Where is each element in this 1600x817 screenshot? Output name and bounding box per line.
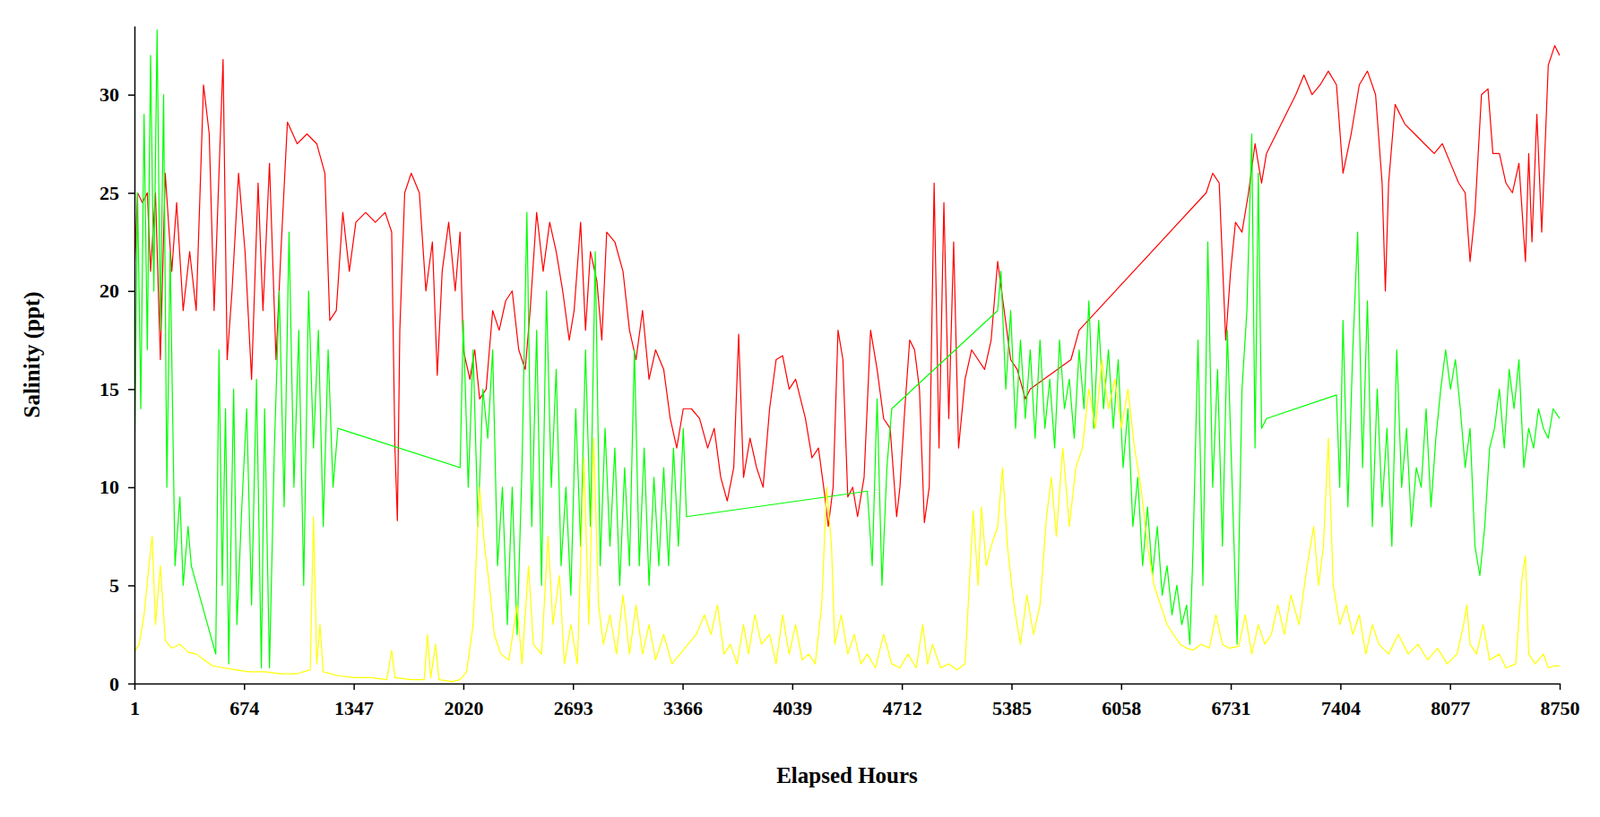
series-line: [134, 45, 1560, 528]
x-tick-label: 6058: [1101, 697, 1142, 720]
x-tick: 8750: [1540, 683, 1581, 720]
x-axis-title: Elapsed Hours: [776, 763, 918, 788]
x-tick: 1347: [334, 683, 374, 720]
x-tick-mark: [1121, 683, 1124, 691]
series-line: [134, 29, 1560, 668]
x-tick: 5385: [992, 683, 1032, 720]
x-tick: 8077: [1430, 683, 1471, 720]
x-tick-label: 8077: [1430, 697, 1471, 720]
x-axis: 1 674 1347 2020 2693 3366 4039 4712 5385 6058 6731…: [129, 683, 1581, 720]
series-line: [134, 359, 1560, 682]
x-axis-line: [135, 683, 1561, 686]
x-tick-label: 4712: [882, 697, 923, 720]
y-tick-label: 5: [109, 574, 120, 597]
x-tick: 1: [129, 683, 140, 720]
x-tick-mark: [901, 683, 904, 691]
lines: [134, 29, 1560, 682]
y-axis: 0 5 10 15 20 25 30: [99, 26, 136, 696]
x-tick-mark: [572, 683, 575, 691]
x-tick-label: 8750: [1540, 697, 1581, 720]
y-tick-mark: [128, 487, 135, 490]
x-tick: 2020: [443, 683, 484, 720]
x-tick-mark: [1011, 683, 1013, 691]
y-tick-label: 15: [99, 378, 120, 401]
x-tick-label: 2020: [443, 697, 484, 720]
x-tick: 6058: [1101, 683, 1142, 720]
y-tick-mark: [128, 585, 135, 588]
y-tick: 5: [109, 574, 135, 597]
x-tick-mark: [463, 683, 466, 691]
y-tick-label: 10: [99, 475, 120, 499]
x-tick: 4039: [772, 683, 813, 720]
x-tick-label: 1: [129, 697, 140, 720]
x-tick-mark: [243, 683, 246, 691]
x-tick: 2693: [553, 683, 594, 720]
x-tick: 7404: [1321, 683, 1361, 720]
x-tick-label: 5385: [992, 697, 1032, 720]
x-tick-label: 6731: [1211, 697, 1252, 720]
x-tick-mark: [353, 683, 355, 691]
y-tick-label: 0: [109, 673, 120, 696]
plot: 1 674 1347 2020 2693 3366 4039 4712 5385 6058 6731…: [99, 26, 1581, 720]
y-tick-mark: [128, 192, 135, 195]
y-tick: 10: [99, 475, 135, 499]
x-tick-mark: [1340, 683, 1342, 691]
x-tick-label: 4039: [772, 697, 813, 720]
y-tick-mark: [128, 94, 135, 96]
y-tick-label: 30: [99, 83, 120, 106]
y-tick-mark: [128, 389, 135, 391]
y-tick-label: 25: [99, 181, 120, 205]
x-tick: 674: [229, 683, 260, 720]
y-tick: 0: [109, 673, 135, 696]
y-tick: 25: [99, 181, 135, 205]
x-tick-label: 674: [229, 697, 260, 720]
x-tick-label: 3366: [663, 697, 703, 720]
y-tick: 30: [99, 83, 135, 106]
x-tick-mark: [792, 683, 795, 691]
x-tick-label: 1347: [334, 697, 374, 720]
chart: 1 674 1347 2020 2693 3366 4039 4712 5385 6058 6731…: [0, 0, 1600, 817]
x-tick-mark: [1559, 683, 1562, 691]
y-tick-mark: [128, 683, 135, 686]
x-tick: 4712: [882, 683, 923, 720]
y-tick-label: 20: [99, 279, 120, 303]
y-axis-title: Salinity (ppt): [19, 291, 45, 418]
x-tick-mark: [1449, 683, 1452, 691]
y-tick-mark: [128, 291, 135, 294]
x-tick-mark: [1230, 683, 1233, 691]
x-tick-mark: [682, 683, 684, 691]
x-tick-label: 2693: [553, 697, 594, 720]
y-tick: 15: [99, 378, 135, 401]
y-tick: 20: [99, 279, 135, 303]
x-tick: 6731: [1211, 683, 1252, 720]
x-tick-label: 7404: [1321, 697, 1361, 720]
x-tick: 3366: [663, 683, 703, 720]
